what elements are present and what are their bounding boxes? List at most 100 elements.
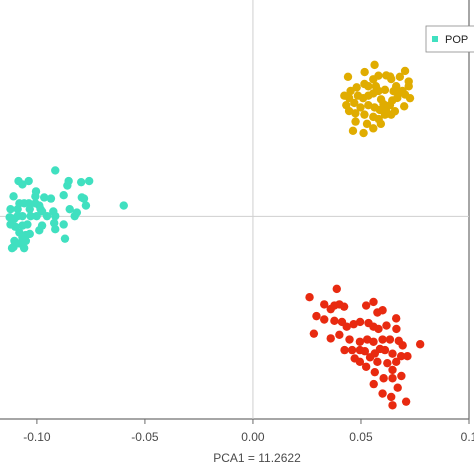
- scatter-points: [5, 60, 425, 410]
- data-point: [63, 181, 72, 190]
- data-point: [9, 242, 18, 252]
- x-tick-label: 0.1: [461, 430, 474, 444]
- legend-label-pop: POP: [445, 34, 468, 46]
- data-point: [320, 300, 329, 309]
- data-point: [76, 177, 86, 187]
- data-point: [59, 220, 68, 229]
- data-point: [373, 357, 382, 367]
- data-point: [360, 110, 369, 119]
- data-point: [332, 284, 341, 294]
- data-point: [59, 191, 68, 200]
- data-point: [349, 320, 358, 329]
- data-point: [26, 211, 35, 221]
- data-point: [320, 315, 329, 324]
- data-point: [356, 103, 365, 112]
- legend-swatch-pop: [432, 36, 438, 42]
- data-point: [388, 349, 397, 358]
- data-point: [362, 119, 372, 129]
- data-point: [379, 374, 388, 383]
- data-point: [361, 301, 371, 310]
- data-point: [51, 166, 60, 175]
- data-point: [399, 102, 409, 111]
- data-point: [40, 193, 49, 202]
- data-point: [374, 324, 383, 334]
- data-point: [376, 95, 386, 104]
- data-point: [31, 192, 40, 201]
- data-point: [403, 351, 412, 361]
- data-point: [400, 66, 410, 76]
- data-point: [369, 124, 378, 133]
- x-tick-label: -0.05: [131, 430, 159, 444]
- data-point: [342, 100, 351, 110]
- data-point: [23, 220, 32, 229]
- data-point: [9, 192, 18, 201]
- data-point: [350, 98, 359, 108]
- data-point: [401, 397, 411, 406]
- data-point: [355, 357, 365, 367]
- data-point: [312, 311, 321, 321]
- data-point: [380, 110, 390, 119]
- data-point: [385, 335, 395, 344]
- data-point: [330, 316, 339, 326]
- data-point: [25, 229, 34, 239]
- data-point: [339, 302, 349, 311]
- data-point: [380, 345, 390, 355]
- data-point: [343, 72, 353, 81]
- series-group-0: [5, 166, 128, 253]
- data-point: [19, 243, 29, 253]
- data-point: [351, 117, 360, 126]
- data-point: [391, 357, 401, 367]
- data-point: [359, 128, 368, 138]
- data-point: [364, 82, 373, 91]
- data-point: [51, 211, 60, 221]
- data-point: [405, 93, 415, 103]
- data-point: [51, 225, 60, 234]
- data-point: [371, 82, 381, 91]
- series-group-1: [340, 60, 415, 138]
- x-tick-label: 0.00: [241, 430, 265, 444]
- data-point: [393, 383, 402, 392]
- data-point: [353, 91, 363, 100]
- data-point: [360, 67, 369, 77]
- data-point: [365, 353, 375, 362]
- data-point: [387, 74, 396, 84]
- data-point: [352, 83, 361, 92]
- x-tick-label: 0.05: [349, 430, 373, 444]
- x-axis-ticks: -0.10 -0.05 0.00 0.05 0.1: [23, 419, 474, 444]
- data-point: [395, 72, 405, 81]
- data-point: [392, 324, 401, 334]
- data-point: [376, 119, 386, 129]
- data-point: [326, 334, 335, 343]
- data-point: [388, 401, 397, 410]
- data-point: [382, 321, 391, 330]
- data-point: [370, 367, 379, 377]
- data-point: [378, 389, 387, 398]
- data-point: [398, 341, 407, 350]
- data-point: [369, 297, 378, 307]
- legend: POP: [425, 25, 474, 53]
- data-point: [309, 329, 319, 338]
- data-point: [32, 211, 41, 221]
- data-point: [397, 371, 406, 381]
- data-point: [387, 392, 396, 402]
- data-point: [355, 317, 365, 327]
- data-point: [378, 335, 387, 344]
- data-point: [81, 201, 91, 210]
- data-point: [335, 330, 344, 339]
- data-point: [11, 222, 20, 231]
- data-point: [347, 345, 357, 355]
- data-point: [396, 351, 406, 361]
- data-point: [24, 176, 33, 186]
- data-point: [342, 322, 351, 331]
- data-point: [361, 362, 371, 371]
- x-axis-title: PCA1 = 11.2622: [213, 451, 301, 465]
- data-point: [348, 126, 358, 136]
- data-point: [18, 211, 27, 221]
- data-point: [46, 194, 56, 203]
- data-point: [340, 91, 349, 100]
- data-point: [388, 365, 397, 375]
- plot-frame: [0, 0, 470, 420]
- data-point: [42, 211, 52, 221]
- data-point: [35, 226, 44, 235]
